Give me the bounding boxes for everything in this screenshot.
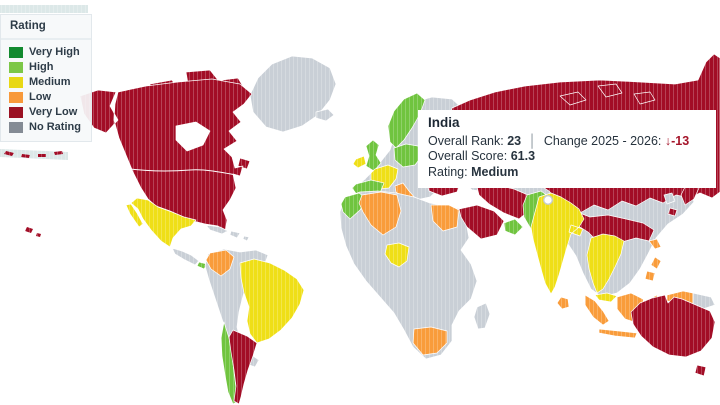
region-usa-canada[interactable]	[79, 78, 253, 233]
legend-label: Very High	[29, 46, 80, 58]
rating-label: Rating:	[428, 164, 468, 179]
region-malaysia[interactable]	[594, 292, 618, 303]
region-tasmania[interactable]	[694, 364, 707, 377]
region-greenland[interactable]	[249, 55, 337, 133]
region-brazil[interactable]	[239, 258, 305, 344]
legend-item-very-high: Very High	[9, 46, 83, 58]
legend-swatch-medium	[9, 76, 23, 88]
rating-legend: Rating Very High High Medium Low Very Lo…	[0, 14, 92, 142]
legend-swatch-high	[9, 61, 23, 73]
change-value-with-down-arrow-icon: ↓-13	[664, 133, 690, 148]
legend-swatch-very-high	[9, 46, 23, 58]
tooltip-score-line: Overall Score: 61.3	[428, 149, 706, 165]
region-uae-oman[interactable]	[503, 218, 524, 236]
tooltip-country-name: India	[428, 115, 460, 130]
tooltip-rating-line: Rating: Medium	[428, 165, 706, 181]
country-tooltip: India Overall Rank: 23 │ Change 2025 - 2…	[418, 110, 716, 188]
score-label: Overall Score:	[428, 149, 508, 163]
tooltip-rank-line: Overall Rank: 23 │ Change 2025 - 2026: ↓…	[428, 134, 706, 150]
tooltip-divider: │	[528, 133, 537, 148]
legend-swatch-very-low	[9, 106, 23, 118]
region-arctic-ice	[0, 5, 88, 13]
region-madagascar[interactable]	[473, 302, 491, 330]
region-caribbean[interactable]	[205, 224, 250, 242]
legend-title: Rating	[1, 15, 91, 40]
legend-label: Very Low	[29, 106, 78, 118]
change-label: Change 2025 - 2026:	[543, 133, 662, 148]
region-ireland[interactable]	[352, 155, 367, 169]
hover-marker-dot	[543, 194, 554, 205]
legend-swatch-low	[9, 91, 23, 103]
region-central-america[interactable]	[171, 247, 200, 266]
legend-items: Very High High Medium Low Very Low No Ra…	[1, 40, 91, 141]
rank-value: 23	[507, 133, 522, 148]
rank-label: Overall Rank:	[428, 133, 504, 148]
legend-swatch-no-rating	[9, 121, 23, 133]
legend-item-high: High	[9, 61, 83, 73]
legend-label: Medium	[29, 76, 71, 88]
legend-item-medium: Medium	[9, 76, 83, 88]
legend-label: Low	[29, 91, 51, 103]
region-sri-lanka[interactable]	[556, 296, 570, 310]
legend-item-low: Low	[9, 91, 83, 103]
legend-label: High	[29, 61, 54, 73]
region-hawaii[interactable]	[25, 227, 41, 237]
legend-item-no-rating: No Rating	[9, 121, 83, 133]
legend-label: No Rating	[29, 121, 81, 133]
score-value: 61.3	[510, 149, 536, 163]
rating-value: Medium	[471, 164, 519, 179]
legend-item-very-low: Very Low	[9, 106, 83, 118]
